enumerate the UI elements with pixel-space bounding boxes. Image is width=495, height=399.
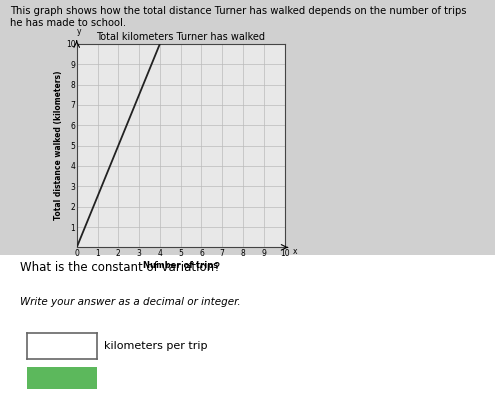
X-axis label: Number of trips: Number of trips: [143, 261, 218, 270]
Y-axis label: Total distance walked (kilometers): Total distance walked (kilometers): [54, 71, 63, 220]
Text: This graph shows how the total distance Turner has walked depends on the number : This graph shows how the total distance …: [10, 6, 466, 16]
Text: x: x: [293, 247, 297, 256]
Text: y: y: [77, 27, 81, 36]
Text: What is the constant of variation?: What is the constant of variation?: [20, 261, 220, 275]
Text: kilometers per trip: kilometers per trip: [104, 341, 207, 351]
Text: Write your answer as a decimal or integer.: Write your answer as a decimal or intege…: [20, 297, 241, 307]
Title: Total kilometers Turner has walked: Total kilometers Turner has walked: [96, 32, 265, 42]
Text: he has made to school.: he has made to school.: [10, 18, 126, 28]
